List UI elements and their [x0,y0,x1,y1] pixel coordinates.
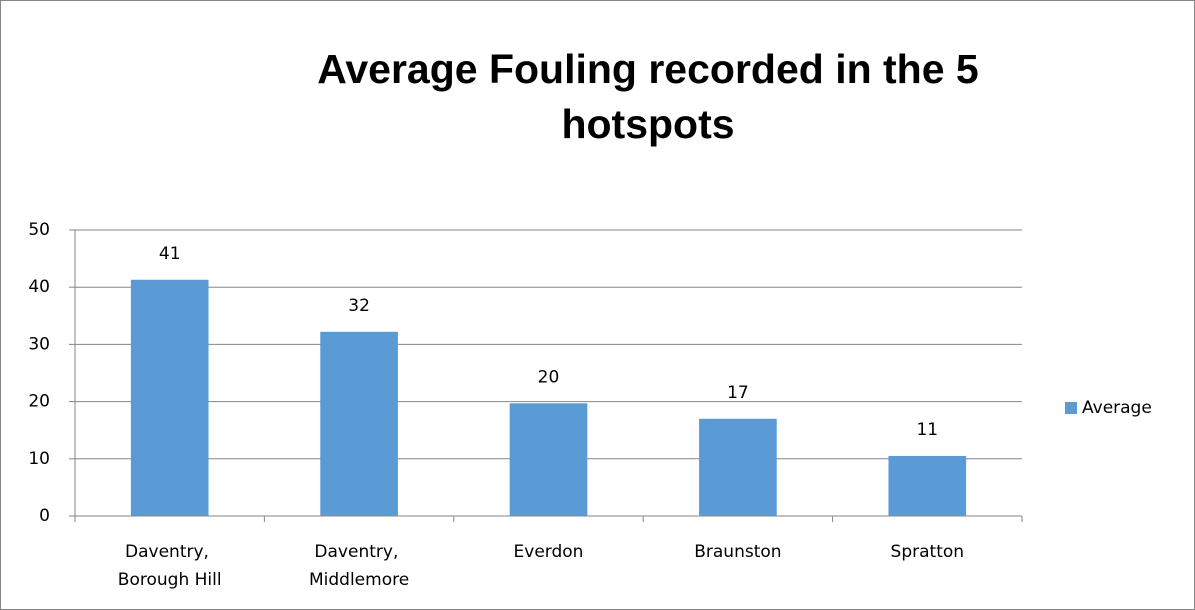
y-tick-label: 50 [28,220,50,240]
legend-label: Average [1082,398,1152,418]
x-tick-label: Braunston [694,542,781,562]
data-label: 17 [727,383,749,403]
data-label: 11 [916,420,938,440]
legend-swatch [1065,402,1077,414]
x-tick-label-line: Daventry, [314,542,403,562]
bar [509,403,588,516]
bar [130,279,209,516]
y-tick-label: 30 [28,334,50,354]
y-tick-label: 0 [39,506,50,526]
data-label: 41 [159,244,181,264]
y-tick-label: 10 [28,449,50,469]
bar [888,455,967,516]
bar [699,418,777,516]
y-tick-label: 40 [28,277,50,297]
x-tick-label: Everdon [514,542,584,562]
x-tick-label: Daventry, Borough Hill [118,542,222,590]
x-tick-label-line: Middlemore [309,570,409,590]
x-tick-label-line: Borough Hill [118,570,222,590]
x-tick-label: Spratton [891,542,965,562]
x-tick-label-line: Daventry, [125,542,214,562]
x-tick-label: Daventry, Middlemore [309,542,409,590]
chart-title: Average Fouling recorded in the 5 hotspo… [317,46,979,147]
bar [320,331,398,516]
data-label: 20 [538,367,560,387]
y-tick-label: 20 [28,392,50,412]
data-label: 32 [348,296,370,316]
